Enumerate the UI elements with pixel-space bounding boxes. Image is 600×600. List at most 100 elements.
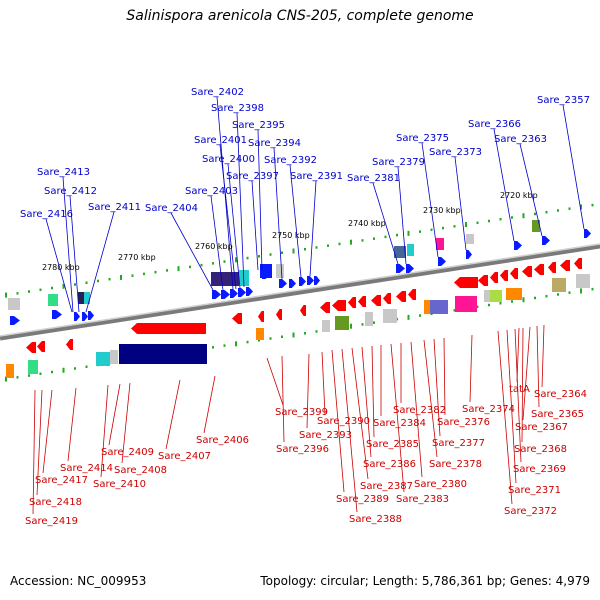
forward-feature-box (532, 220, 540, 232)
forward-gene-leader (236, 112, 245, 288)
scale-tick-upper (85, 281, 88, 284)
reverse-gene-leader (522, 326, 531, 421)
forward-feature-box (436, 238, 444, 250)
scale-tick-lower (16, 376, 19, 379)
accession-text: Accession: NC_009953 (10, 574, 147, 588)
scale-tick-upper (522, 213, 525, 219)
scale-label: 2780 kbp (42, 263, 80, 272)
scale-tick-lower (292, 332, 295, 338)
forward-gene-label: Sare_2402 (191, 87, 244, 98)
scale-tick-lower (476, 305, 479, 309)
scale-tick-upper (545, 210, 548, 214)
reverse-feature-box (484, 290, 490, 302)
chromosome-backbone-highlight (0, 243, 600, 337)
scale-tick-upper (361, 239, 364, 242)
forward-gene-arrow (52, 310, 62, 319)
scale-tick-upper (120, 274, 122, 280)
reverse-gene-label: Sare_2388 (349, 514, 402, 525)
reverse-gene-label: Sare_2382 (393, 405, 446, 416)
forward-gene-leader (69, 195, 80, 313)
scale-tick-lower (304, 331, 306, 335)
scale-tick-upper (476, 221, 479, 225)
forward-gene-leader (273, 147, 283, 280)
scale-tick-lower (315, 330, 318, 333)
forward-gene-arrow (314, 276, 320, 285)
reverse-gene-arrow (131, 323, 206, 334)
reverse-gene-leader (108, 383, 121, 446)
scale-tick-lower (499, 302, 502, 305)
scale-tick-upper (327, 244, 329, 247)
forward-gene-arrow (230, 289, 238, 298)
forward-gene-arrow (514, 241, 522, 250)
scale-tick-upper (580, 204, 582, 210)
scale-tick-upper (568, 207, 571, 210)
forward-gene-arrow (88, 311, 94, 320)
forward-gene-leader (309, 180, 317, 277)
reverse-gene-leader (100, 384, 109, 478)
reverse-gene-arrow (348, 297, 356, 308)
reverse-gene-label: Sare_2372 (504, 506, 557, 517)
forward-gene-arrow (82, 312, 88, 321)
scale-tick-lower (269, 337, 272, 340)
forward-gene-label: Sare_2404 (145, 203, 198, 214)
scale-tick-upper (292, 248, 295, 254)
forward-gene-label: Sare_2357 (537, 95, 590, 106)
reverse-gene-arrow (574, 258, 582, 269)
scale-tick-lower (74, 367, 76, 370)
reverse-gene-leader (306, 353, 310, 429)
scale-tick-lower (407, 314, 410, 320)
reverse-gene-leader (423, 339, 438, 458)
scale-tick-upper (16, 292, 19, 295)
map-title: Salinispora arenicola CNS-205, complete … (126, 8, 474, 24)
reverse-gene-arrow (371, 295, 381, 306)
reverse-gene-arrow (300, 305, 306, 316)
scale-tick-upper (154, 270, 157, 274)
scale-tick-upper (246, 256, 249, 260)
scale-tick-upper (465, 222, 467, 228)
reverse-gene-arrow (510, 268, 518, 279)
scale-tick-lower (534, 296, 536, 300)
reverse-gene-arrow (358, 296, 366, 307)
forward-gene-label: Sare_2366 (468, 119, 521, 130)
scale-tick-upper (269, 253, 272, 256)
forward-gene-arrow (438, 257, 446, 266)
reverse-gene-label: Sare_2389 (336, 494, 389, 505)
forward-gene-label: Sare_2363 (494, 134, 547, 145)
scale-tick-upper (51, 286, 53, 290)
scale-tick-lower (488, 303, 490, 307)
forward-gene-label: Sare_2395 (232, 120, 285, 131)
reverse-gene-label: Sare_2364 (534, 389, 587, 400)
scale-tick-lower (591, 287, 594, 291)
scale-tick-upper (373, 237, 375, 240)
forward-gene-arrow (406, 264, 414, 273)
scale-tick-upper (499, 218, 502, 221)
scale-tick-upper (39, 288, 42, 292)
forward-gene-leader (210, 195, 224, 291)
forward-gene-label: Sare_2379 (372, 157, 425, 168)
forward-feature-box (8, 298, 20, 310)
reverse-gene-leader (67, 387, 77, 462)
reverse-gene-arrow (383, 293, 391, 304)
forward-gene-leader (62, 176, 74, 313)
scale-tick-upper (28, 290, 30, 293)
reverse-gene-label: Sare_2376 (437, 417, 490, 428)
reverse-gene-arrow (560, 260, 570, 271)
reverse-gene-arrow (258, 311, 264, 322)
forward-gene-arrow (466, 250, 472, 259)
reverse-feature-box (424, 300, 432, 314)
reverse-gene-leader (361, 346, 372, 458)
reverse-feature-box (455, 296, 477, 312)
reverse-feature-box (383, 309, 397, 323)
reverse-feature-box (256, 328, 264, 340)
reverse-gene-label: Sare_2417 (35, 475, 88, 486)
reverse-gene-leader (521, 327, 524, 443)
reverse-gene-leader (390, 343, 405, 493)
scale-tick-upper (430, 228, 433, 232)
scale-tick-upper (74, 283, 76, 286)
reverse-gene-leader (506, 329, 517, 484)
forward-gene-arrow (542, 236, 550, 245)
reverse-gene-label: Sare_2369 (513, 464, 566, 475)
reverse-gene-label: Sare_2419 (25, 516, 78, 527)
reverse-gene-label: Sare_2383 (396, 494, 449, 505)
scale-tick-lower (28, 374, 30, 377)
